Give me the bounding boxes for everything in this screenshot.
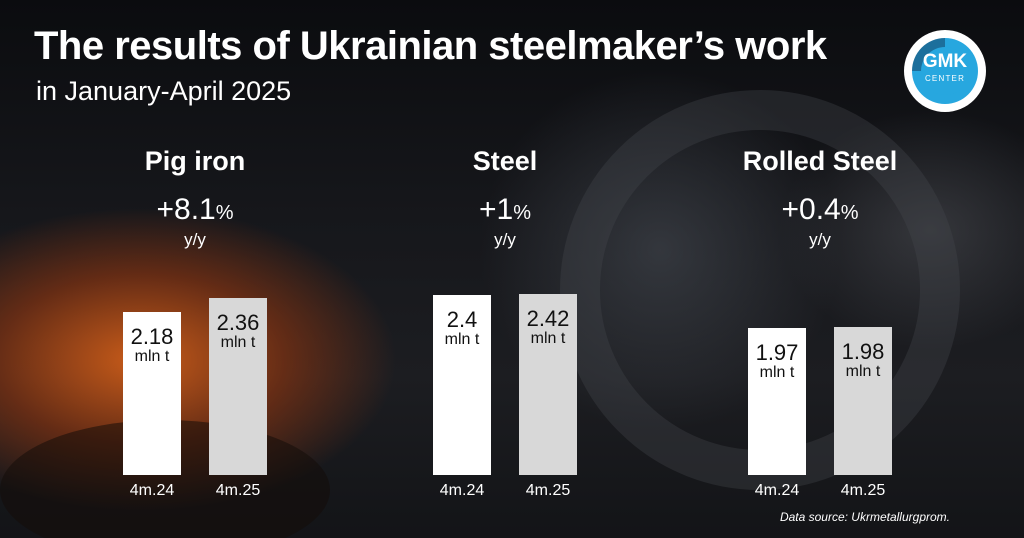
metric-title: Pig iron <box>144 146 246 176</box>
change-basis: y/y <box>494 230 516 249</box>
category-label: 4m.24 <box>754 482 800 499</box>
page-subtitle: in January-April 2025 <box>36 76 292 106</box>
metric-change: +1% <box>375 193 635 227</box>
bar-unit-label: mln t <box>530 329 566 347</box>
metric-change: +8.1% <box>65 193 325 227</box>
metric-change: +0.4% <box>690 193 950 227</box>
bar-4m.25 <box>519 293 577 475</box>
category-label: 4m.25 <box>840 482 886 499</box>
gmk-center-logo: GMK CENTER <box>904 30 986 112</box>
category-label: 4m.25 <box>525 482 571 499</box>
bar-4m.25 <box>834 326 892 475</box>
category-label: 4m.25 <box>215 482 261 499</box>
change-unit: % <box>215 202 234 224</box>
bar-unit-label: mln t <box>134 347 170 365</box>
metric-title: Rolled Steel <box>742 146 898 176</box>
change-value: +8.1 <box>156 193 216 226</box>
bar-4m.24 <box>433 295 491 475</box>
category-label: 4m.24 <box>439 482 485 499</box>
bar-value-label: 2.42 <box>526 305 570 331</box>
metric-title: Steel <box>472 146 538 176</box>
bar-value-label: 2.18 <box>130 323 174 349</box>
bar-unit-label: mln t <box>220 334 256 352</box>
bar-value-label: 1.97 <box>755 339 799 365</box>
change-value: +1 <box>478 193 514 226</box>
bar-unit-label: mln t <box>444 331 480 349</box>
change-basis: y/y <box>809 230 831 249</box>
bar-value-label: 2.36 <box>216 310 260 336</box>
bar-4m.25 <box>209 298 267 475</box>
change-unit: % <box>840 202 859 224</box>
bar-value-label: 2.4 <box>446 307 478 333</box>
change-unit: % <box>513 202 531 224</box>
logo-main-text: GMK <box>922 51 968 72</box>
bar-unit-label: mln t <box>759 363 795 381</box>
data-source-note: Data source: Ukrmetallurgprom. <box>779 510 950 524</box>
bar-4m.24 <box>123 311 181 475</box>
bar-4m.24 <box>748 327 806 475</box>
bar-unit-label: mln t <box>845 362 881 380</box>
change-value: +0.4 <box>781 193 841 226</box>
category-label: 4m.24 <box>129 482 175 499</box>
change-basis: y/y <box>184 230 206 249</box>
page-title: The results of Ukrainian steelmaker’s wo… <box>34 24 827 68</box>
logo-ring-icon <box>912 38 978 104</box>
logo-sub-text: CENTER <box>924 74 966 83</box>
bar-value-label: 1.98 <box>841 338 885 364</box>
